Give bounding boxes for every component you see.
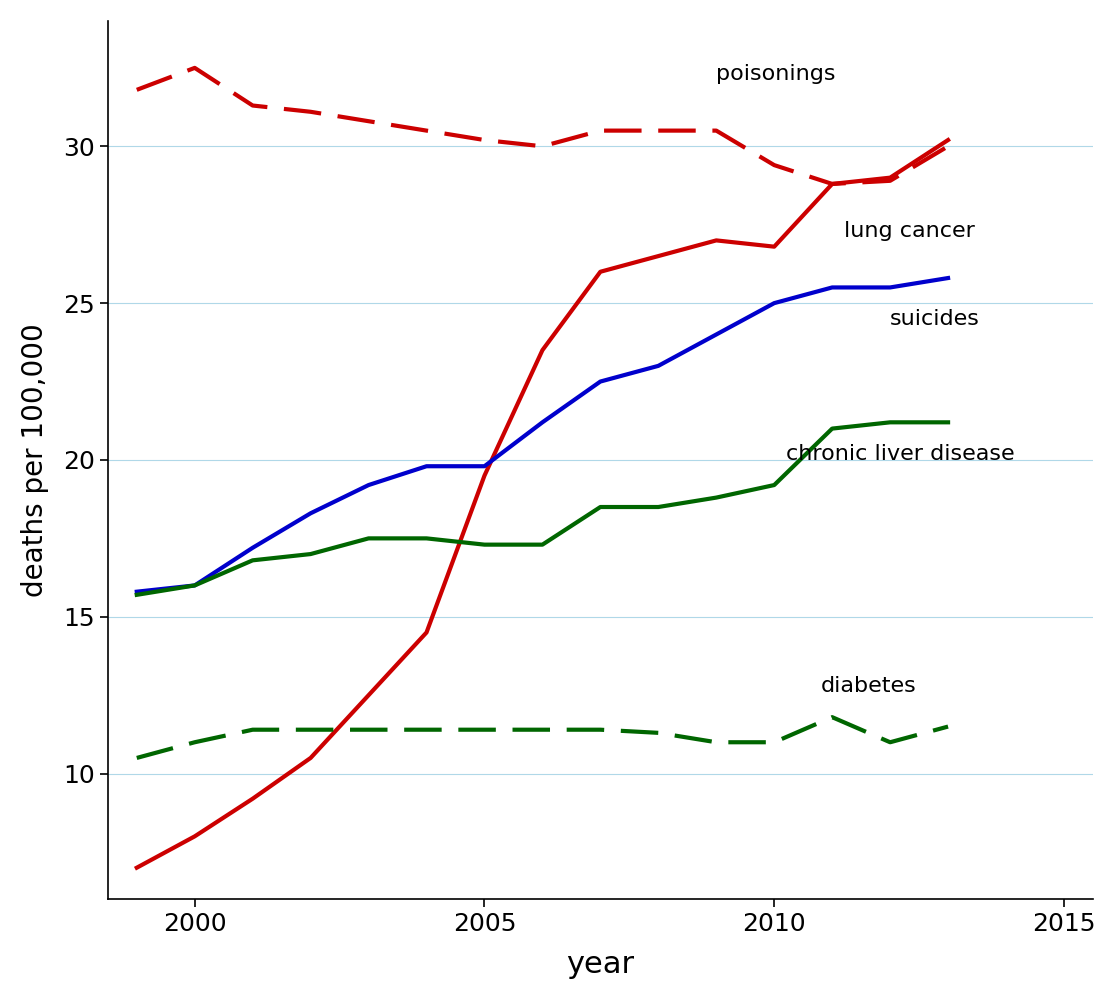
Text: lung cancer: lung cancer <box>843 221 974 241</box>
Text: poisonings: poisonings <box>717 64 836 84</box>
X-axis label: year: year <box>567 950 634 979</box>
Text: diabetes: diabetes <box>821 676 916 696</box>
Text: chronic liver disease: chronic liver disease <box>786 444 1015 464</box>
Y-axis label: deaths per 100,000: deaths per 100,000 <box>21 323 49 597</box>
Text: suicides: suicides <box>890 309 980 329</box>
